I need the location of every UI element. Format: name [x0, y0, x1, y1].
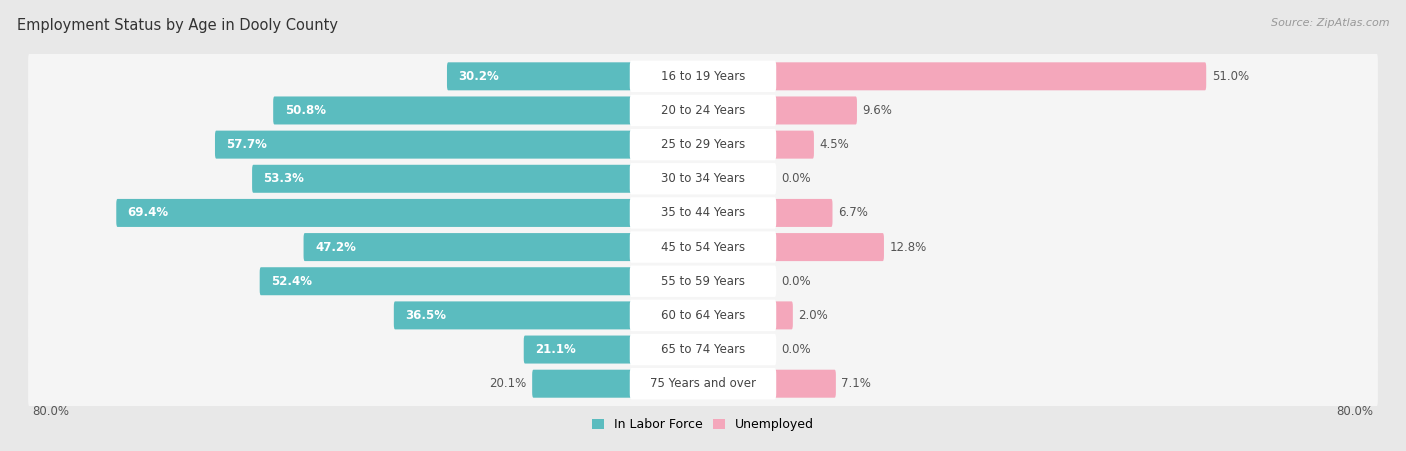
FancyBboxPatch shape	[533, 370, 633, 398]
FancyBboxPatch shape	[447, 62, 633, 90]
Text: 55 to 59 Years: 55 to 59 Years	[661, 275, 745, 288]
Text: 80.0%: 80.0%	[1337, 405, 1374, 418]
FancyBboxPatch shape	[630, 334, 776, 365]
Text: 4.5%: 4.5%	[820, 138, 849, 151]
FancyBboxPatch shape	[215, 131, 633, 159]
Text: 52.4%: 52.4%	[271, 275, 312, 288]
Text: 30.2%: 30.2%	[458, 70, 499, 83]
FancyBboxPatch shape	[260, 267, 633, 295]
FancyBboxPatch shape	[28, 222, 1378, 272]
FancyBboxPatch shape	[630, 163, 776, 194]
FancyBboxPatch shape	[630, 299, 776, 331]
Text: 69.4%: 69.4%	[128, 207, 169, 220]
Text: 53.3%: 53.3%	[263, 172, 304, 185]
Text: 2.0%: 2.0%	[799, 309, 828, 322]
FancyBboxPatch shape	[630, 60, 776, 92]
FancyBboxPatch shape	[28, 85, 1378, 136]
FancyBboxPatch shape	[28, 324, 1378, 375]
FancyBboxPatch shape	[28, 290, 1378, 341]
Text: 30 to 34 Years: 30 to 34 Years	[661, 172, 745, 185]
Text: 80.0%: 80.0%	[32, 405, 69, 418]
Text: 60 to 64 Years: 60 to 64 Years	[661, 309, 745, 322]
Text: 16 to 19 Years: 16 to 19 Years	[661, 70, 745, 83]
Text: Source: ZipAtlas.com: Source: ZipAtlas.com	[1271, 18, 1389, 28]
FancyBboxPatch shape	[630, 266, 776, 297]
FancyBboxPatch shape	[117, 199, 633, 227]
FancyBboxPatch shape	[28, 188, 1378, 238]
Text: 57.7%: 57.7%	[226, 138, 267, 151]
FancyBboxPatch shape	[630, 231, 776, 263]
FancyBboxPatch shape	[773, 97, 858, 124]
FancyBboxPatch shape	[28, 256, 1378, 307]
Text: 75 Years and over: 75 Years and over	[650, 377, 756, 390]
FancyBboxPatch shape	[28, 120, 1378, 170]
FancyBboxPatch shape	[304, 233, 633, 261]
Text: 50.8%: 50.8%	[284, 104, 326, 117]
FancyBboxPatch shape	[773, 199, 832, 227]
FancyBboxPatch shape	[28, 51, 1378, 101]
Text: 0.0%: 0.0%	[782, 172, 811, 185]
Text: 7.1%: 7.1%	[841, 377, 872, 390]
FancyBboxPatch shape	[630, 197, 776, 229]
Text: 35 to 44 Years: 35 to 44 Years	[661, 207, 745, 220]
FancyBboxPatch shape	[773, 131, 814, 159]
Text: 51.0%: 51.0%	[1212, 70, 1249, 83]
Text: 25 to 29 Years: 25 to 29 Years	[661, 138, 745, 151]
Text: 20 to 24 Years: 20 to 24 Years	[661, 104, 745, 117]
Text: 21.1%: 21.1%	[536, 343, 576, 356]
Text: 36.5%: 36.5%	[405, 309, 446, 322]
Text: 47.2%: 47.2%	[315, 240, 356, 253]
Legend: In Labor Force, Unemployed: In Labor Force, Unemployed	[592, 419, 814, 431]
FancyBboxPatch shape	[630, 95, 776, 126]
Text: 20.1%: 20.1%	[489, 377, 527, 390]
FancyBboxPatch shape	[773, 301, 793, 329]
Text: 45 to 54 Years: 45 to 54 Years	[661, 240, 745, 253]
Text: 0.0%: 0.0%	[782, 275, 811, 288]
FancyBboxPatch shape	[252, 165, 633, 193]
Text: 9.6%: 9.6%	[862, 104, 893, 117]
FancyBboxPatch shape	[273, 97, 633, 124]
Text: 6.7%: 6.7%	[838, 207, 868, 220]
FancyBboxPatch shape	[773, 233, 884, 261]
FancyBboxPatch shape	[524, 336, 633, 364]
Text: 65 to 74 Years: 65 to 74 Years	[661, 343, 745, 356]
FancyBboxPatch shape	[773, 370, 835, 398]
FancyBboxPatch shape	[630, 129, 776, 161]
Text: 0.0%: 0.0%	[782, 343, 811, 356]
FancyBboxPatch shape	[394, 301, 633, 329]
FancyBboxPatch shape	[28, 153, 1378, 204]
FancyBboxPatch shape	[773, 62, 1206, 90]
FancyBboxPatch shape	[28, 359, 1378, 409]
Text: Employment Status by Age in Dooly County: Employment Status by Age in Dooly County	[17, 18, 337, 33]
Text: 12.8%: 12.8%	[890, 240, 927, 253]
FancyBboxPatch shape	[630, 368, 776, 400]
